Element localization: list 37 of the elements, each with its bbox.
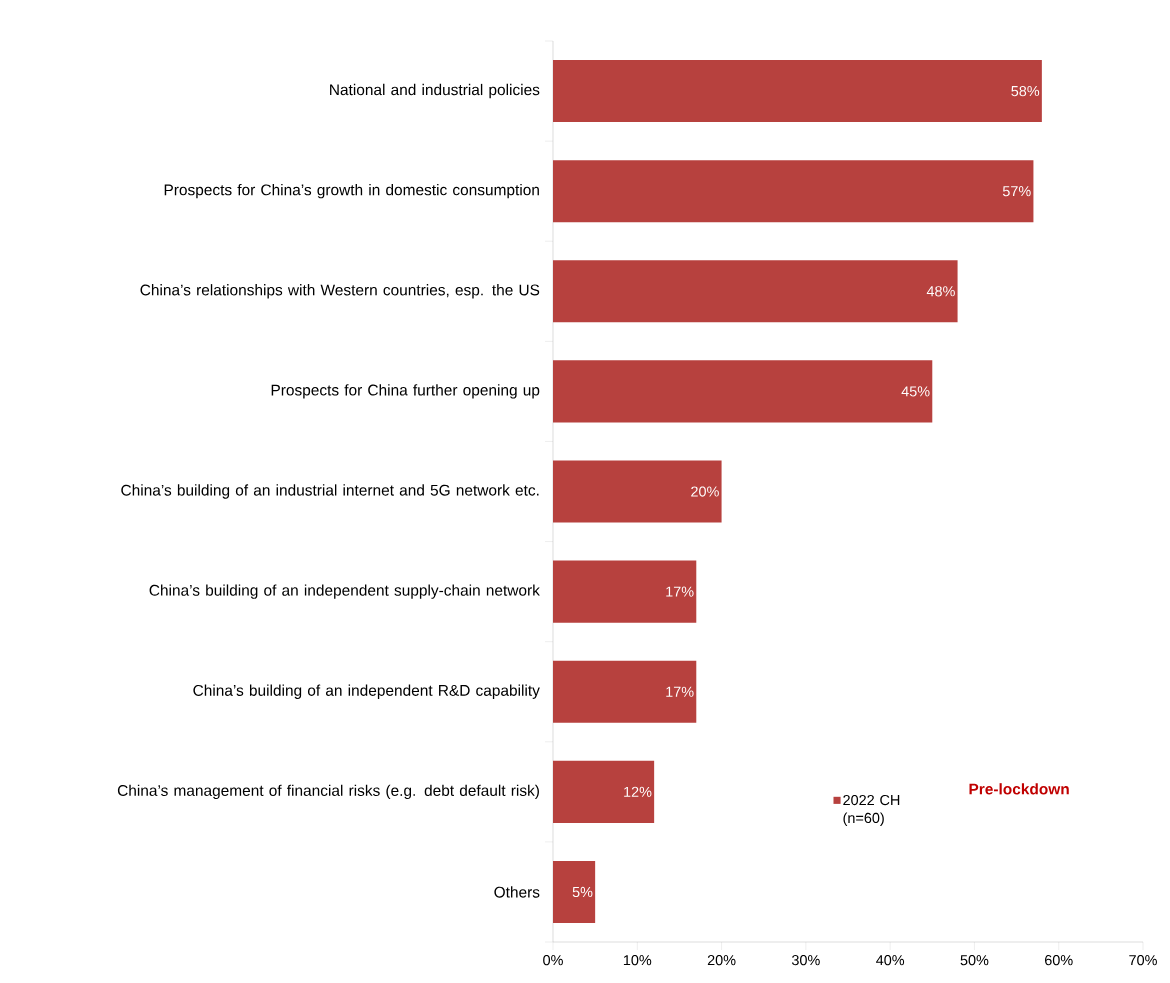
x-tick-label: 10% xyxy=(623,955,652,966)
annotation: Pre-lockdown xyxy=(969,783,1069,795)
data-label: 17% xyxy=(666,586,694,597)
data-label: 12% xyxy=(624,786,652,797)
x-tick-label: 60% xyxy=(1044,955,1073,966)
bar xyxy=(553,560,697,623)
x-tick-label: 40% xyxy=(876,955,905,966)
data-label: 45% xyxy=(901,386,930,397)
bar xyxy=(553,360,933,423)
y-tick-label: Others xyxy=(494,886,540,898)
bar xyxy=(553,860,596,923)
y-tick-label: China’s relationships with Western countries, esp. the US xyxy=(140,284,540,299)
bar xyxy=(553,460,722,523)
data-label: 48% xyxy=(926,286,955,297)
data-label: 17% xyxy=(666,686,694,697)
y-tick-label: Prospects for China’s growth in domestic consumption xyxy=(164,183,539,199)
data-label: 5% xyxy=(572,886,593,898)
bar xyxy=(553,260,958,323)
y-tick-label: China’s building of an independent supply-chain network xyxy=(149,584,540,599)
bar xyxy=(553,760,655,823)
data-label: 58% xyxy=(1011,85,1040,97)
x-tick-label: 50% xyxy=(960,955,989,966)
bar xyxy=(553,60,1042,123)
x-tick-label: 70% xyxy=(1129,955,1157,966)
y-tick-label: China’s building of an independent R&D capability xyxy=(193,684,540,699)
legend-label: 2022 CH (n=60) xyxy=(843,794,900,826)
data-label: 20% xyxy=(691,486,719,497)
bar xyxy=(553,160,1034,223)
x-tick-label: 20% xyxy=(707,955,736,966)
x-tick-label: 30% xyxy=(791,955,820,966)
y-tick-label: China’s building of an industrial internet and 5G network etc. xyxy=(121,484,539,499)
data-label: 57% xyxy=(1002,186,1031,197)
y-tick-label: Prospects for China further opening up xyxy=(271,384,540,399)
x-tick-label: 0% xyxy=(543,955,563,966)
y-tick-label: China’s management of financial risks (e.g. debt default risk) xyxy=(117,784,539,800)
y-tick-label: National and industrial policies xyxy=(330,83,540,99)
bar xyxy=(553,660,697,723)
